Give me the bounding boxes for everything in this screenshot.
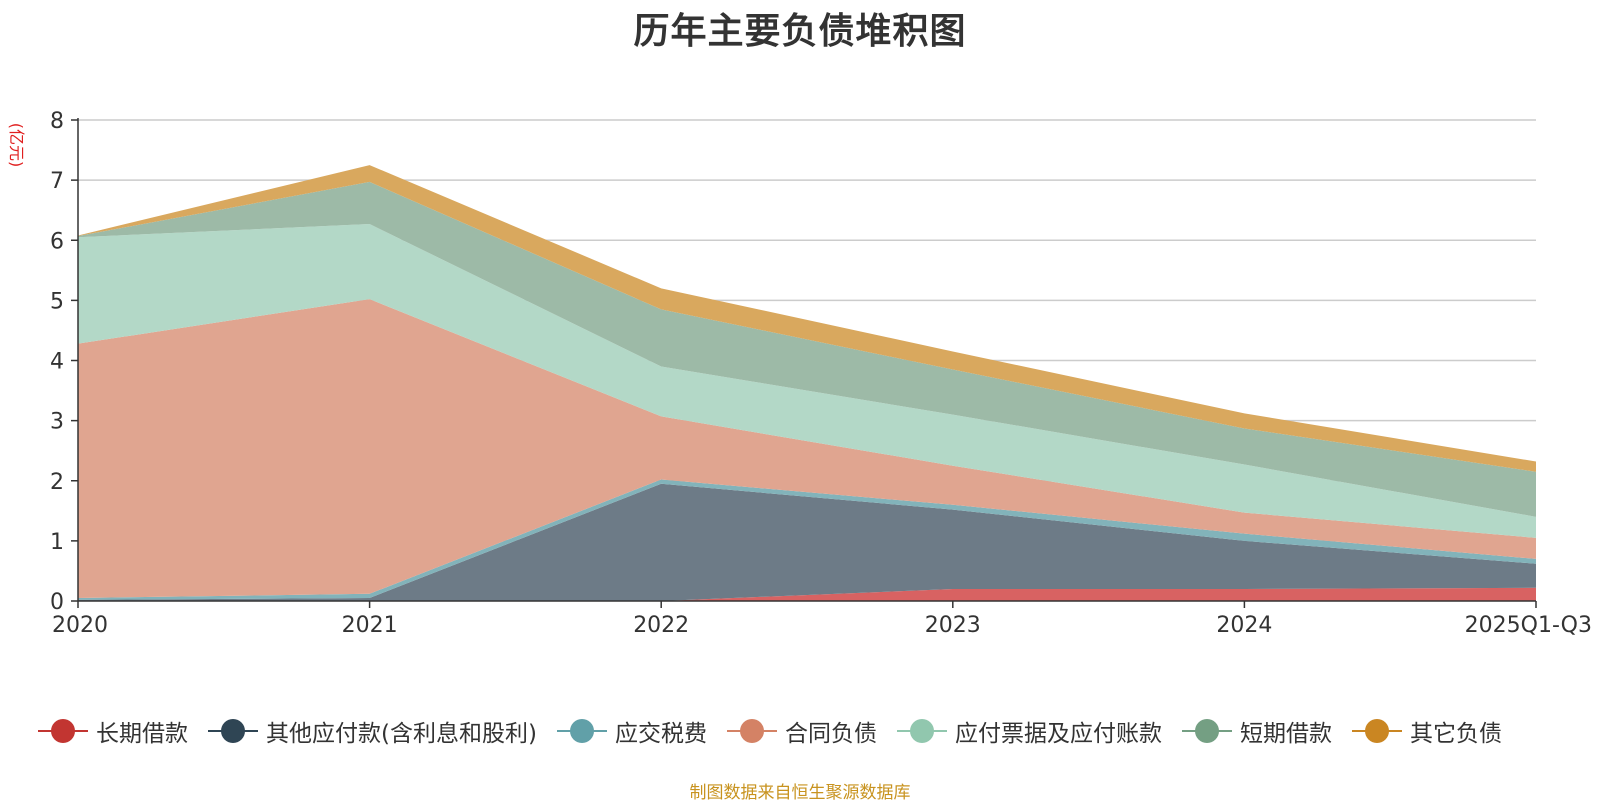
legend-item[interactable]: 合同负债	[726, 714, 877, 748]
stacked-areas	[78, 165, 1536, 601]
legend-item[interactable]: 应交税费	[556, 714, 707, 748]
legend-marker-icon	[556, 718, 607, 744]
legend-item[interactable]: 其它负债	[1351, 714, 1502, 748]
area-series-4	[78, 224, 1536, 538]
legend: 长期借款 其他应付款(含利息和股利) 应交税费 合同负债 应付票据及应付账款 短期借款 其它…	[38, 714, 1522, 748]
x-tick-label: 2022	[633, 613, 689, 638]
legend-label: 合同负债	[784, 721, 877, 747]
legend-label: 其它负债	[1409, 721, 1502, 747]
legend-marker-icon	[896, 718, 947, 744]
y-tick-label: 6	[50, 229, 64, 254]
area-series-0	[78, 587, 1536, 601]
legend-item[interactable]: 其他应付款(含利息和股利)	[208, 714, 537, 748]
y-tick-label: 0	[50, 590, 64, 615]
legend-marker-icon	[726, 718, 777, 744]
area-series-1	[78, 483, 1536, 601]
legend-marker-icon	[1181, 718, 1232, 744]
legend-item[interactable]: 短期借款	[1181, 714, 1332, 748]
y-tick-label: 4	[50, 350, 64, 375]
y-axis-unit-label: (亿元)	[7, 123, 26, 168]
area-series-3	[78, 299, 1536, 598]
tick-labels: 0 1 2 3 4 5 6 7 8 2020 2021 2022 2023 2024 2025Q1-Q3	[50, 109, 1592, 638]
x-tick-label: 2023	[925, 613, 981, 638]
chart-svg: 0 1 2 3 4 5 6 7 8 2020 2021 2022 2023 2024 2025Q1-Q3 (…	[7, 109, 1592, 638]
legend-marker-icon	[1351, 718, 1402, 744]
legend-marker-icon	[208, 718, 258, 744]
x-tick-label: 2024	[1216, 613, 1272, 638]
legend-label: 长期借款	[96, 721, 188, 747]
axes	[71, 118, 1537, 608]
legend-label: 应交税费	[614, 721, 707, 747]
source-note: 制图数据来自恒生聚源数据库	[689, 783, 911, 803]
area-series-6	[78, 165, 1536, 472]
legend-item[interactable]: 应付票据及应付账款	[896, 714, 1162, 748]
y-tick-label: 8	[50, 109, 64, 134]
y-tick-label: 2	[50, 470, 64, 495]
chart-title: 历年主要负债堆积图	[633, 11, 967, 52]
legend-item[interactable]: 长期借款	[38, 714, 188, 748]
y-tick-label: 3	[50, 410, 64, 435]
legend-label: 应付票据及应付账款	[954, 721, 1162, 747]
y-tick-label: 7	[50, 169, 64, 194]
x-tick-label: 2025Q1-Q3	[1465, 613, 1592, 638]
area-series-5	[78, 181, 1536, 517]
x-tick-label: 2020	[52, 613, 108, 638]
area-series-2	[78, 479, 1536, 600]
legend-label: 短期借款	[1239, 721, 1332, 747]
x-tick-label: 2021	[342, 613, 398, 638]
y-tick-label: 1	[50, 530, 64, 555]
legend-marker-icon	[38, 718, 88, 744]
y-tick-label: 5	[50, 289, 64, 314]
legend-label: 其他应付款(含利息和股利)	[266, 721, 537, 747]
